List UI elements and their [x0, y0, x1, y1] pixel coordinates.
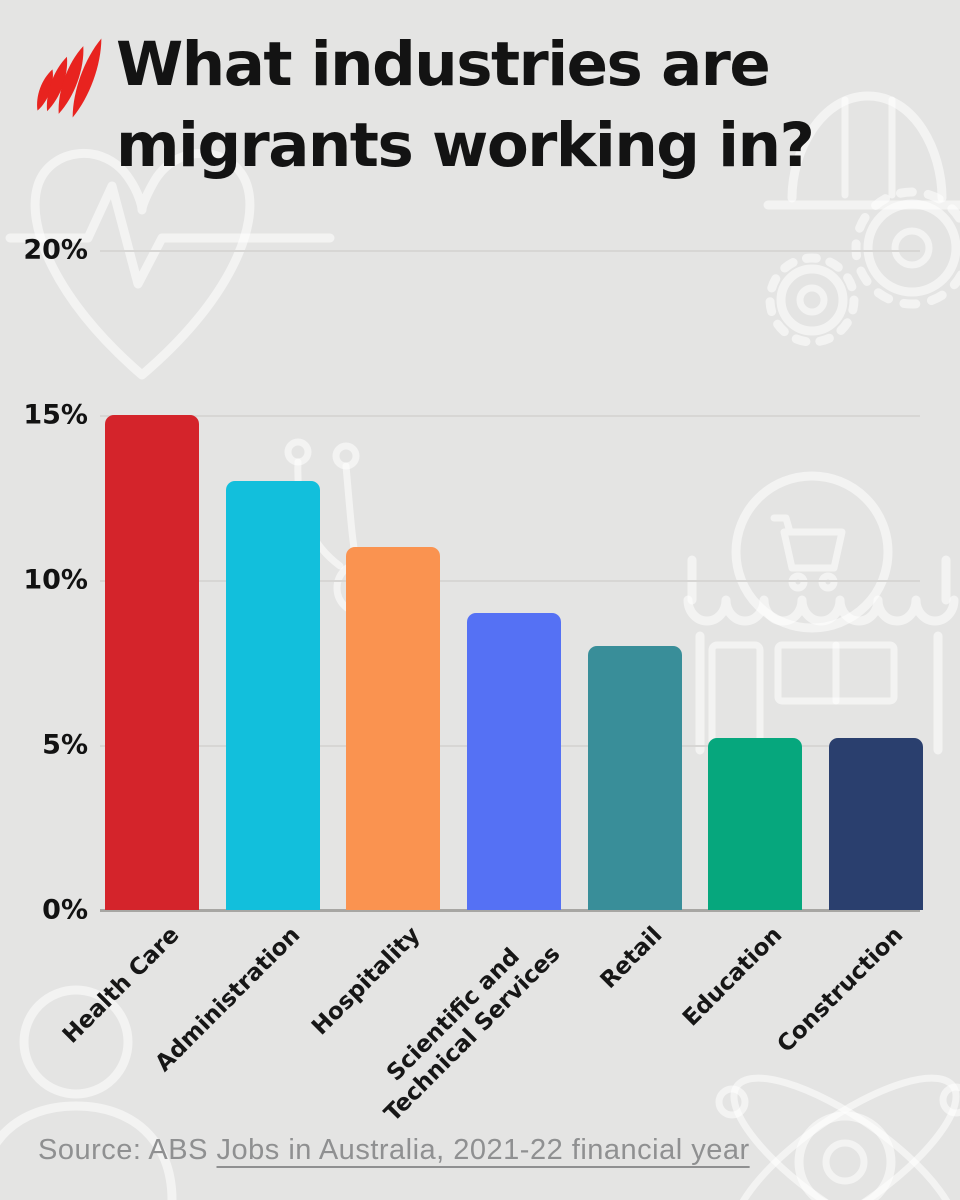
bar-retail [587, 646, 682, 910]
bar-education [708, 738, 803, 910]
xlabel-construction: Construction [772, 922, 909, 1058]
source-line: Source: ABS Jobs in Australia, 2021-22 f… [38, 1134, 750, 1167]
ytick-label-0: 0% [42, 894, 88, 926]
x-axis-line [100, 909, 920, 912]
source-prefix: Source: ABS [38, 1134, 217, 1166]
xlabel-retail: Retail [595, 922, 668, 994]
ytick-label-20: 20% [23, 234, 88, 266]
gridline-15 [100, 415, 920, 417]
bar-health-care [105, 415, 199, 910]
bar-administration [225, 481, 320, 910]
bar-hospitality [346, 547, 441, 910]
sbs-logo-icon [37, 38, 102, 118]
ytick-label-10: 10% [23, 564, 88, 596]
ytick-label-15: 15% [23, 399, 88, 431]
source-link[interactable]: Jobs in Australia, 2021-22 financial yea… [216, 1134, 750, 1166]
page-title: What industries are migrants working in? [116, 29, 815, 182]
ytick-label-5: 5% [42, 729, 88, 761]
gridline-20 [100, 250, 920, 252]
bar-construction [828, 738, 923, 910]
gridline-10 [100, 580, 920, 582]
bar-scientific-and-technical-services [466, 613, 561, 910]
